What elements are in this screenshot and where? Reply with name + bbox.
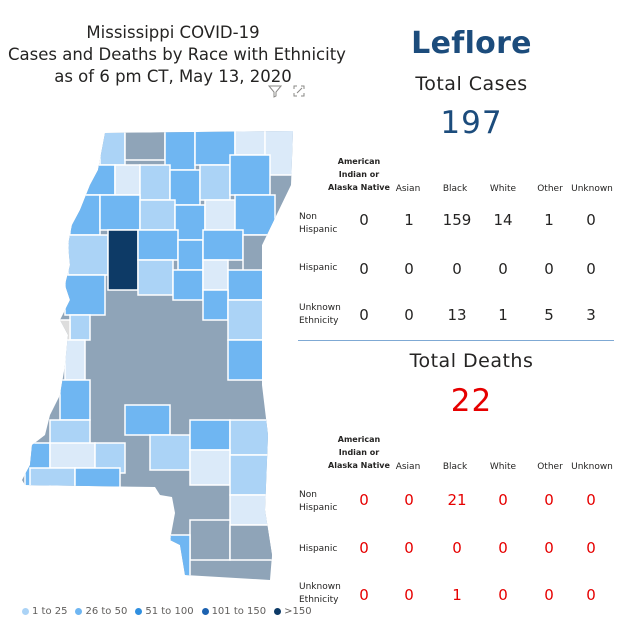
cases-cell: 0 [586,260,596,278]
deaths-cell: 0 [359,539,369,557]
legend-label: >150 [284,605,312,617]
map-legend: 1 to 25 26 to 50 51 to 100 101 to 150 >1… [22,604,312,618]
col-header-white: White [489,184,517,194]
col-header-unknown: Unknown [571,462,613,472]
total-cases-title: Total Cases [415,73,528,95]
legend-item-4: 101 to 150 [201,605,267,617]
mississippi-map[interactable] [10,125,300,600]
col-header-white: White [489,462,517,472]
filter-icon[interactable] [268,84,282,98]
deaths-cell: 0 [544,586,554,604]
row-header-non-hispanic: Non Hispanic [299,212,338,235]
legend-label: 101 to 150 [211,605,267,617]
total-deaths-title: Total Deaths [409,350,534,372]
col-header-asian: Asian [395,462,421,472]
col-header-american-indian: American Indian or Alaska Native [328,435,390,470]
deaths-cell: 0 [544,539,554,557]
deaths-cell: 1 [452,586,462,604]
total-deaths-value: 22 [450,383,493,419]
legend-item-3: 51 to 100 [135,605,194,617]
cases-cell: 0 [498,260,508,278]
deaths-cell: 0 [586,586,596,604]
county-map[interactable] [10,125,300,600]
legend-label: 51 to 100 [145,605,194,617]
col-header-asian: Asian [395,184,421,194]
deaths-cell: 0 [404,586,414,604]
legend-item-5: >150 [274,605,312,617]
legend-dot-icon [75,607,83,615]
cases-cell: 1 [404,211,414,229]
cases-cell: 3 [586,306,596,324]
row-header-hispanic: Hispanic [299,544,338,554]
cases-cell: 1 [498,306,508,324]
cases-cell: 0 [404,260,414,278]
cases-cell: 14 [493,211,513,229]
deaths-cell: 0 [586,539,596,557]
col-header-black: Black [442,184,468,194]
cases-cell: 0 [586,211,596,229]
deaths-cell: 0 [544,491,554,509]
deaths-cell: 21 [447,491,467,509]
cases-cell: 0 [359,306,369,324]
row-header-hispanic: Hispanic [299,263,338,273]
focus-mode-icon[interactable] [292,84,306,98]
total-cases-value: 197 [440,105,503,141]
deaths-cell: 0 [452,539,462,557]
row-header-unknown-ethnicity: Unknown Ethnicity [299,303,341,326]
legend-item-2: 26 to 50 [75,606,127,617]
row-header-non-hispanic: Non Hispanic [299,490,338,513]
legend-dot-icon [201,607,209,615]
legend-dot-icon [274,607,282,615]
cases-cell: 13 [447,306,467,324]
cases-cell: 0 [404,306,414,324]
legend-dot-icon [135,607,143,615]
legend-label: 26 to 50 [85,605,128,617]
map-title-line-1: Mississippi COVID-19 [86,23,260,42]
map-title: Mississippi COVID-19 Cases and Deaths by… [8,22,346,88]
cases-cell: 1 [544,211,554,229]
col-header-american-indian: American Indian or Alaska Native [328,157,390,192]
cases-cell: 0 [544,260,554,278]
deaths-cell: 0 [498,491,508,509]
col-header-unknown: Unknown [571,184,613,194]
map-title-line-3: as of 6 pm CT, May 13, 2020 [54,67,292,86]
cases-cell: 0 [452,260,462,278]
section-divider [298,340,614,341]
legend-label: 1 to 25 [32,605,68,617]
deaths-cell: 0 [498,586,508,604]
deaths-cell: 0 [359,491,369,509]
col-header-black: Black [442,462,468,472]
map-title-line-2: Cases and Deaths by Race with Ethnicity [8,45,346,64]
county-name: Leflore [411,26,532,61]
deaths-cell: 0 [404,491,414,509]
col-header-other: Other [537,462,563,472]
deaths-cell: 0 [359,586,369,604]
cases-cell: 0 [359,260,369,278]
cases-cell: 5 [544,306,554,324]
legend-item-1: 1 to 25 [22,606,67,617]
deaths-cell: 0 [498,539,508,557]
cases-cell: 0 [359,211,369,229]
cases-cell: 159 [442,211,472,229]
row-header-unknown-ethnicity: Unknown Ethnicity [299,582,341,605]
deaths-cell: 0 [586,491,596,509]
legend-dot-icon [22,607,29,615]
deaths-cell: 0 [404,539,414,557]
col-header-other: Other [537,184,563,194]
